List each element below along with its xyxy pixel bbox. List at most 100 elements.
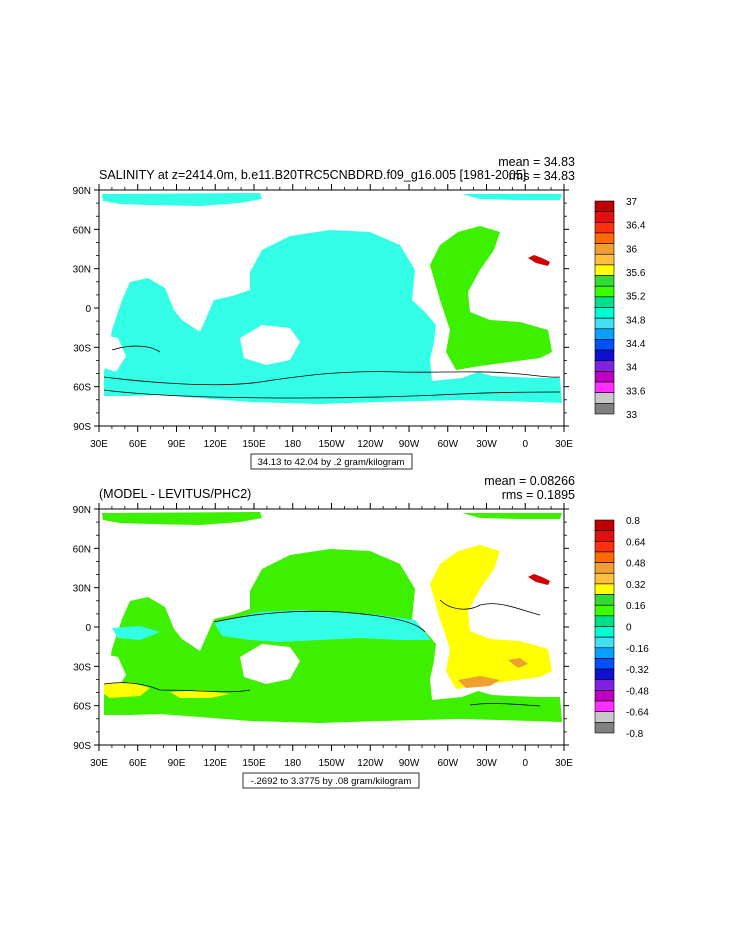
colorbar-swatch: [594, 381, 615, 393]
contour-range-label: -.2692 to 3.3775 by .08 gram/kilogram: [251, 776, 412, 787]
colorbar-label: -0.32: [626, 665, 649, 676]
salinity-colorbar: 37 36.4 36 35.6 35.2 34.8 34.4 34 33.6 33: [594, 197, 646, 421]
range-label-box: -.2692 to 3.3775 by .08 gram/kilogram: [242, 772, 420, 789]
colorbar-swatch: [594, 285, 615, 298]
contour-line: [469, 703, 541, 707]
lat-label: 90N: [73, 505, 91, 516]
lon-label: 0: [522, 758, 528, 769]
colorbar-swatch: [594, 328, 615, 340]
rms-stat: rms = 34.83: [509, 169, 575, 183]
colorbar-swatch: [594, 264, 615, 276]
colorbar-swatch: [594, 222, 615, 234]
lon-label: 30E: [555, 758, 573, 769]
colorbar-label: 34.4: [626, 339, 646, 350]
mean-stat: mean = 0.08266: [484, 474, 575, 488]
colorbar-swatch: [594, 711, 615, 723]
panel-title: (MODEL - LEVITUS/PHC2): [99, 487, 251, 501]
colorbar-swatch: [594, 562, 615, 574]
indo-pacific-ocean: [104, 230, 562, 404]
colorbar-swatch: [594, 530, 615, 542]
colorbar-swatch: [594, 243, 615, 255]
colorbar-label: 0.32: [626, 580, 646, 591]
colorbar-label: 36: [626, 244, 638, 255]
colorbar-swatch: [594, 349, 615, 362]
panel-title: SALINITY at z=2414.0m, b.e11.B20TRC5CNBD…: [99, 168, 526, 182]
colorbar-swatch: [594, 211, 615, 223]
contour-range-label: 34.13 to 42.04 by .2 gram/kilogram: [258, 457, 405, 468]
contour-line: [103, 389, 561, 399]
lon-label: 180: [284, 439, 301, 450]
colorbar-label: 33.6: [626, 386, 646, 397]
lat-label: 30S: [73, 662, 91, 673]
colorbar-swatch: [594, 339, 615, 351]
colorbar-swatch: [594, 519, 615, 531]
colorbar-swatch: [594, 360, 615, 372]
australia-land: [240, 644, 300, 684]
colorbar-swatch: [594, 604, 615, 617]
rms-stat: rms = 0.1895: [502, 488, 575, 502]
equatorial-band-west: [112, 626, 160, 640]
lon-label: 30W: [476, 758, 497, 769]
lon-label: 30E: [90, 758, 108, 769]
colorbar-label: 33: [626, 410, 638, 421]
colorbar-swatch: [594, 317, 615, 330]
panel-salinity: SALINITY at z=2414.0m, b.e11.B20TRC5CNBD…: [73, 155, 646, 470]
colorbar-swatch: [594, 296, 615, 308]
atlantic-ocean: [430, 226, 552, 370]
lat-label: 90S: [73, 741, 91, 752]
mediterranean-sea: [528, 255, 550, 266]
lon-label: 30W: [476, 439, 497, 450]
lat-label: 60N: [73, 544, 91, 555]
lon-label: 90E: [168, 439, 186, 450]
colorbar-swatch: [594, 583, 615, 595]
colorbar-swatch: [594, 626, 615, 638]
panel-difference: (MODEL - LEVITUS/PHC2) mean = 0.08266 rm…: [73, 474, 649, 789]
lat-label: 90S: [73, 422, 91, 433]
contour-line: [111, 345, 161, 353]
colorbar-swatch: [594, 615, 615, 627]
colorbar-swatch: [594, 403, 615, 415]
africa-south-land: [104, 654, 126, 691]
lon-label: 60E: [129, 758, 147, 769]
colorbar-swatch: [594, 253, 615, 266]
atlantic-orange-patch: [458, 676, 500, 688]
arctic-ocean: [102, 512, 262, 525]
contour-line: [213, 610, 426, 633]
colorbar-label: 0.8: [626, 516, 640, 527]
colorbar-swatch: [594, 392, 615, 404]
mediterranean-sea: [528, 574, 550, 585]
contour-line: [103, 682, 251, 693]
colorbar-swatch: [594, 668, 615, 681]
lon-label: 150W: [318, 439, 345, 450]
lon-label: 120E: [204, 439, 228, 450]
colorbar-label: 0.64: [626, 537, 646, 548]
colorbar-swatch: [594, 232, 615, 244]
lon-label: 60W: [437, 758, 458, 769]
mean-stat: mean = 34.83: [498, 155, 575, 169]
colorbar-swatch: [594, 679, 615, 691]
lat-label: 30S: [73, 343, 91, 354]
atlantic-ocean: [430, 545, 552, 689]
colorbar-label: -0.8: [626, 729, 644, 740]
colorbar-label: 34.8: [626, 315, 646, 326]
lat-label: 90N: [73, 186, 91, 197]
lon-label: 120W: [357, 439, 384, 450]
salinity-field: [102, 193, 562, 404]
lat-label: 0: [85, 304, 91, 315]
colorbar-swatch: [594, 307, 615, 319]
colorbar-label: 35.2: [626, 292, 646, 303]
contour-line: [439, 599, 541, 616]
colorbar-label: 0.16: [626, 601, 646, 612]
lon-label: 30E: [555, 439, 573, 450]
colorbar-label: -0.64: [626, 708, 649, 719]
lon-label: 150E: [242, 439, 266, 450]
colorbar-label: 34: [626, 363, 638, 374]
colorbar-swatch: [594, 275, 615, 287]
range-label-box: 34.13 to 42.04 by .2 gram/kilogram: [250, 453, 413, 470]
axis-ticks: 90N 60N 30N 0 30S 60S 90S 30E 60E 90E 120E 150E 180 1…: [73, 184, 573, 450]
axis-ticks: 90N 60N 30N 0 30S 60S 90S 30E 60E 90E 120E 150E 180 1…: [73, 503, 573, 769]
lon-label: 120E: [204, 758, 228, 769]
colorbar-label: 36.4: [626, 221, 646, 232]
colorbar-swatch: [594, 200, 615, 212]
colorbar-swatch: [594, 551, 615, 563]
